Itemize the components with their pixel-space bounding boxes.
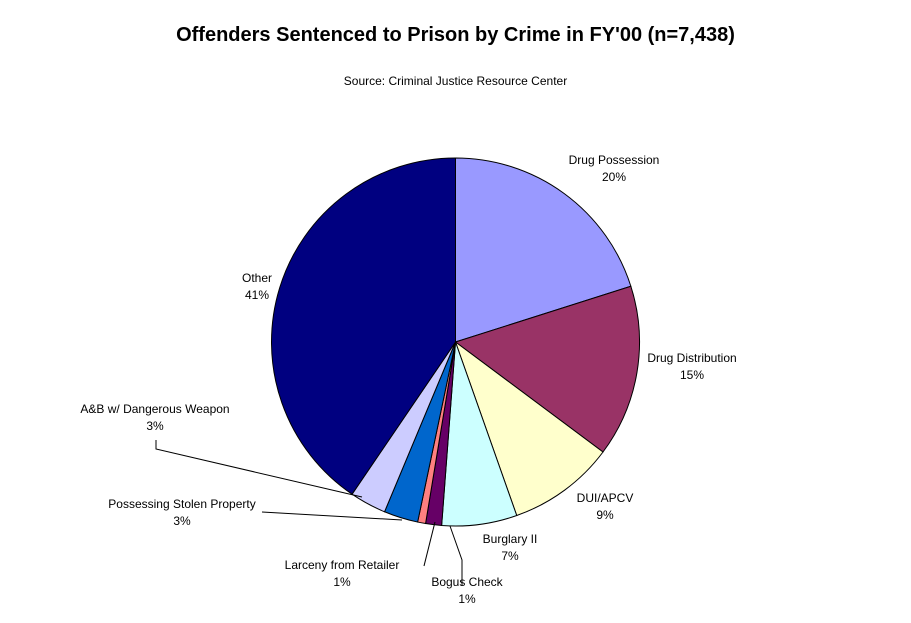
slice-label-burglary-ii: Burglary II — [483, 532, 538, 546]
slice-percent-larceny-from-retailer: 1% — [333, 575, 351, 589]
slice-percent-bogus-check: 1% — [458, 592, 476, 606]
slice-percent-possessing-stolen-property: 3% — [173, 514, 191, 528]
slice-percent-dui-apcv: 9% — [596, 508, 614, 522]
chart-subtitle: Source: Criminal Justice Resource Center — [343, 74, 568, 88]
slice-label-bogus-check: Bogus Check — [431, 575, 503, 589]
leader-line-larceny-from-retailer — [423, 521, 436, 567]
slice-label-larceny-from-retailer: Larceny from Retailer — [285, 558, 400, 572]
pie-slice-dui-apcv — [454, 340, 604, 517]
slice-label-drug-possession: Drug Possession — [569, 153, 660, 167]
pie-slice-other — [271, 157, 456, 495]
slice-label-a-b-w-dangerous-weapon: A&B w/ Dangerous Weapon — [80, 402, 229, 416]
pie-slice-drug-distribution — [454, 285, 640, 453]
slice-label-dui-apcv: DUI/APCV — [577, 491, 634, 505]
slice-percent-other: 41% — [245, 288, 269, 302]
chart-title: Offenders Sentenced to Prison by Crime i… — [176, 24, 735, 46]
leader-line-a-b-w-dangerous-weapon — [155, 440, 363, 498]
slice-label-drug-distribution: Drug Distribution — [647, 351, 736, 365]
slice-percent-drug-distribution: 15% — [680, 368, 704, 382]
slice-percent-drug-possession: 20% — [602, 170, 626, 184]
leader-line-possessing-stolen-property — [261, 511, 403, 521]
leader-line-bogus-check — [449, 525, 463, 586]
pie-slice-drug-possession — [455, 157, 632, 343]
slice-label-other: Other — [242, 271, 272, 285]
slice-label-possessing-stolen-property: Possessing Stolen Property — [108, 497, 255, 511]
slice-percent-a-b-w-dangerous-weapon: 3% — [146, 419, 164, 433]
slice-percent-burglary-ii: 7% — [501, 549, 519, 563]
